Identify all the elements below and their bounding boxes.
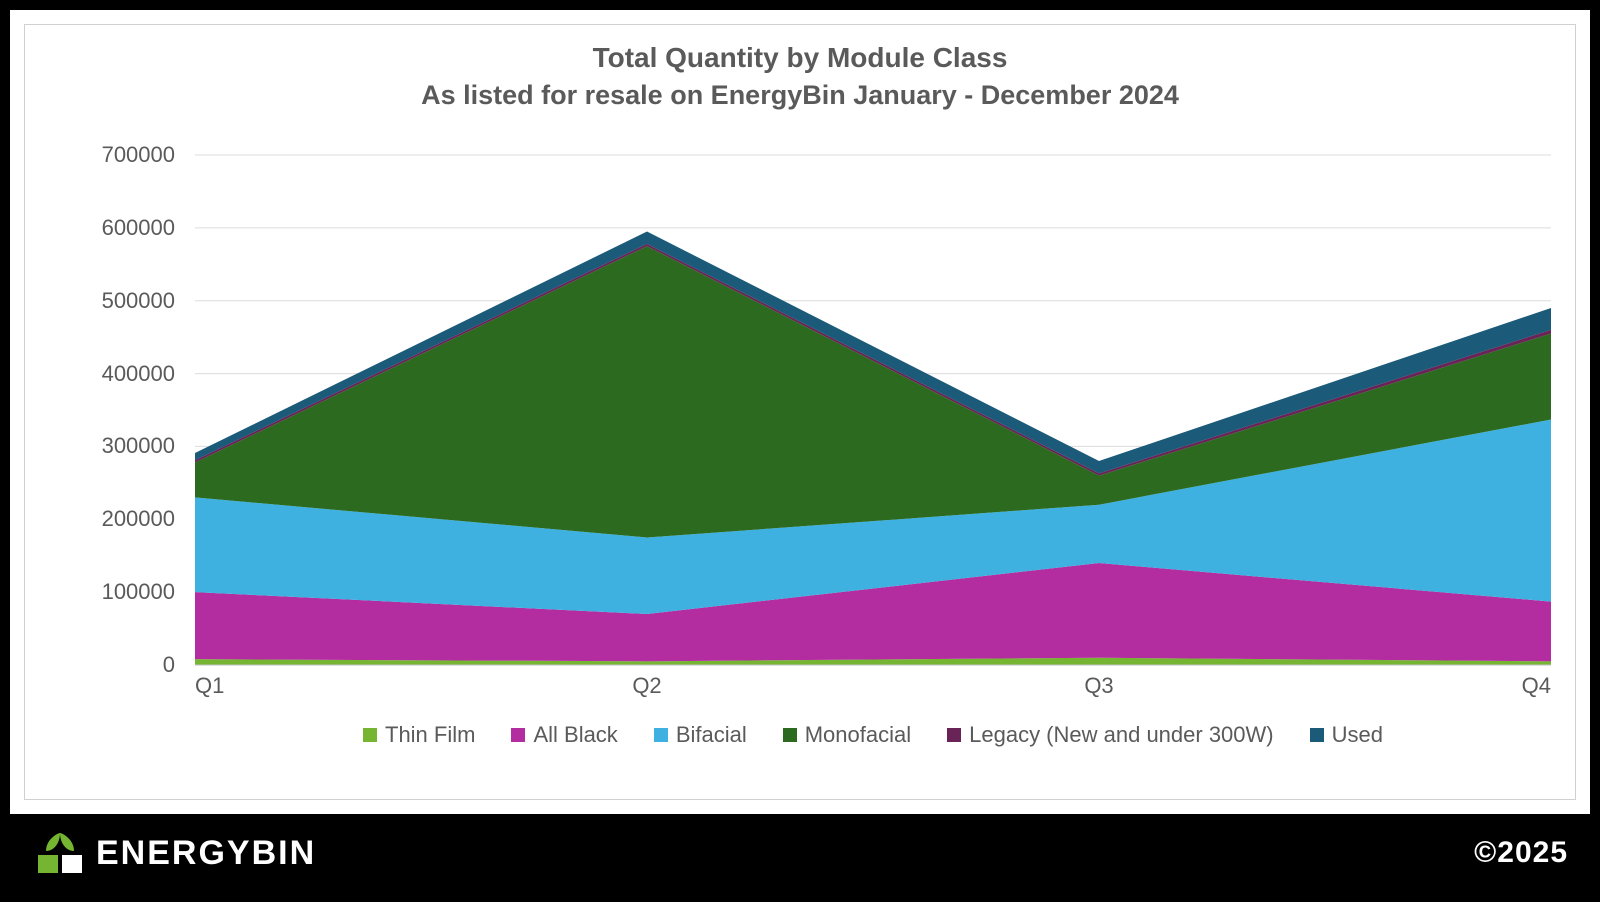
brand: ENERGYBIN [32,829,316,877]
legend-swatch-icon [1310,728,1324,742]
y-tick-label: 200000 [102,506,175,532]
chart-card: Total Quantity by Module Class As listed… [24,24,1576,800]
x-tick-label: Q4 [1522,673,1551,699]
legend-item: Legacy (New and under 300W) [947,722,1274,748]
legend-swatch-icon [511,728,525,742]
legend-swatch-icon [654,728,668,742]
legend-swatch-icon [947,728,961,742]
y-tick-label: 0 [163,652,175,678]
legend-label: Bifacial [676,722,747,748]
y-tick-label: 500000 [102,288,175,314]
legend-item: All Black [511,722,617,748]
footer-bar: ENERGYBIN ©2025 [10,814,1590,892]
brand-logo-icon [32,829,88,877]
legend-item: Used [1310,722,1383,748]
legend-swatch-icon [363,728,377,742]
y-tick-label: 600000 [102,215,175,241]
legend-item: Monofacial [783,722,911,748]
brand-text: ENERGYBIN [96,834,316,873]
legend-label: Thin Film [385,722,475,748]
page-frame: Total Quantity by Module Class As listed… [0,0,1600,902]
y-tick-label: 700000 [102,142,175,168]
y-tick-label: 400000 [102,361,175,387]
legend: Thin Film All Black Bifacial Monofacial Lega… [195,717,1551,753]
chart-subtitle: As listed for resale on EnergyBin Januar… [25,79,1575,111]
y-axis-tick-labels: 0100000200000300000400000500000600000700… [25,155,185,665]
x-tick-label: Q3 [1084,673,1113,699]
x-tick-label: Q1 [195,673,224,699]
x-tick-label: Q2 [632,673,661,699]
legend-item: Thin Film [363,722,475,748]
copyright-text: ©2025 [1474,836,1568,870]
legend-label: Monofacial [805,722,911,748]
legend-swatch-icon [783,728,797,742]
legend-item: Bifacial [654,722,747,748]
chart-title-block: Total Quantity by Module Class As listed… [25,41,1575,111]
area-chart-svg [195,155,1551,665]
legend-label: All Black [533,722,617,748]
x-axis-tick-labels: Q1 Q2 Q3 Q4 [195,673,1551,703]
chart-title: Total Quantity by Module Class [25,41,1575,75]
y-tick-label: 300000 [102,433,175,459]
legend-label: Used [1332,722,1383,748]
legend-label: Legacy (New and under 300W) [969,722,1274,748]
y-tick-label: 100000 [102,579,175,605]
plot-area [195,155,1551,665]
